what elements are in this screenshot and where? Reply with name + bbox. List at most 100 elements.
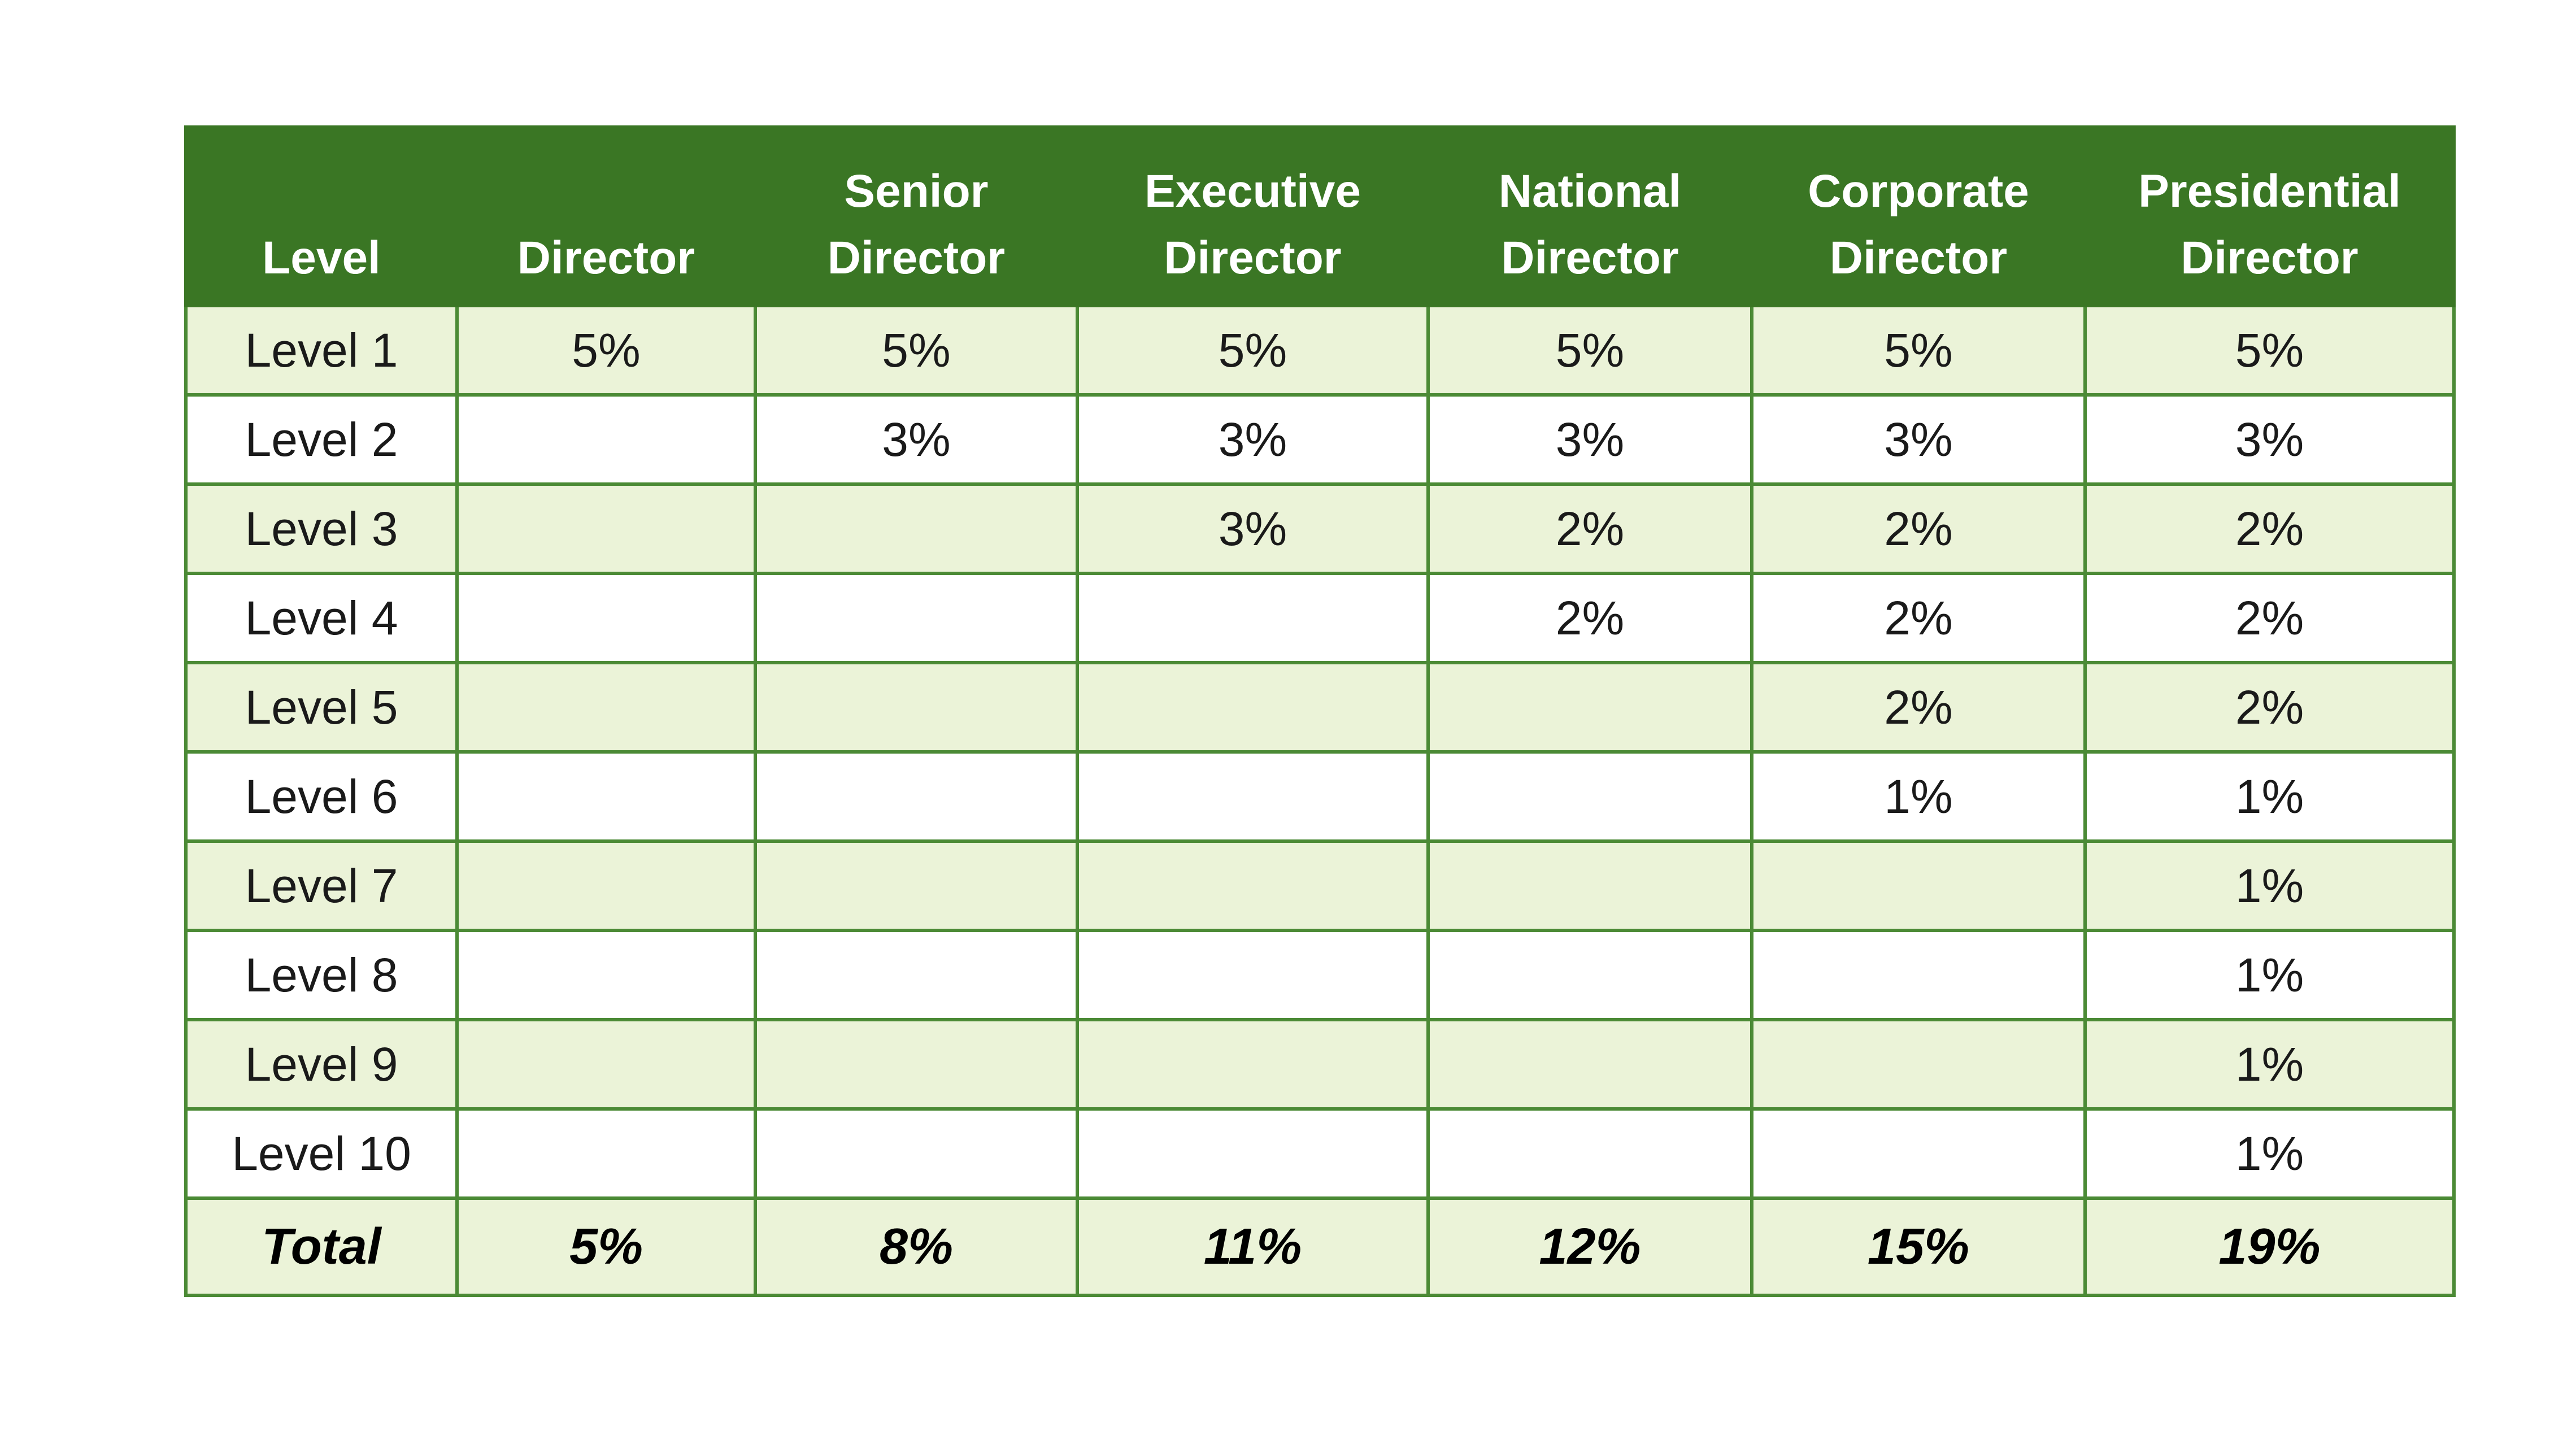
table-cell: 5% <box>455 304 757 397</box>
table-cell <box>754 1107 1079 1200</box>
table-cell <box>455 661 757 754</box>
table-cell: 5% <box>1076 304 1430 397</box>
row-label-cell: Level 7 <box>184 839 459 932</box>
total-cell: 5% <box>455 1196 757 1297</box>
table-cell: 5% <box>1426 304 1753 397</box>
total-cell: 19% <box>2083 1196 2456 1297</box>
table-cell <box>1076 1018 1430 1111</box>
table-cell: 2% <box>2083 482 2456 575</box>
row-label-cell: Level 3 <box>184 482 459 575</box>
total-label-cell: Total <box>184 1196 459 1297</box>
table-row-level-5: Level 5 2% 2% <box>184 661 2456 754</box>
header-line: Executive <box>1145 166 1361 217</box>
table-cell: 1% <box>1750 750 2087 843</box>
table-cell <box>1750 1018 2087 1111</box>
total-cell: 15% <box>1750 1196 2087 1297</box>
table-cell <box>1076 572 1430 664</box>
table-cell <box>455 572 757 664</box>
table-row-level-2: Level 2 3% 3% 3% 3% 3% <box>184 393 2456 486</box>
table-cell <box>455 482 757 575</box>
table-cell <box>1426 1018 1753 1111</box>
table-cell: 1% <box>2083 1107 2456 1200</box>
column-header-level: Level <box>184 125 459 307</box>
table-cell: 3% <box>1076 482 1430 575</box>
table-row-level-7: Level 7 1% <box>184 839 2456 932</box>
table-cell <box>754 661 1079 754</box>
table-cell: 3% <box>2083 393 2456 486</box>
table-cell <box>1750 839 2087 932</box>
table-cell <box>1076 661 1430 754</box>
row-label-cell: Level 10 <box>184 1107 459 1200</box>
header-line: Director <box>827 232 1006 284</box>
table-row-level-3: Level 3 3% 2% 2% 2% <box>184 482 2456 575</box>
table-cell <box>455 839 757 932</box>
table-cell <box>1426 1107 1753 1200</box>
table-row-level-10: Level 10 1% <box>184 1107 2456 1200</box>
table-cell <box>1076 750 1430 843</box>
table-cell <box>754 839 1079 932</box>
table-cell: 2% <box>1426 572 1753 664</box>
table-row-level-9: Level 9 1% <box>184 1018 2456 1111</box>
row-label-cell: Level 4 <box>184 572 459 664</box>
table-cell <box>455 1018 757 1111</box>
table-row-level-1: Level 1 5% 5% 5% 5% 5% 5% <box>184 304 2456 397</box>
table-cell <box>754 482 1079 575</box>
table-cell <box>1426 750 1753 843</box>
column-header-corporate-director: Corporate Director <box>1750 125 2087 307</box>
header-row: Level Director Senior Director Executive… <box>184 125 2456 307</box>
table-cell: 5% <box>1750 304 2087 397</box>
total-cell: 12% <box>1426 1196 1753 1297</box>
header-line: Director <box>1829 232 2008 284</box>
column-header-national-director: National Director <box>1426 125 1753 307</box>
header-line: Director <box>1164 232 1342 284</box>
total-cell: 11% <box>1076 1196 1430 1297</box>
table-cell <box>754 1018 1079 1111</box>
table-cell: 2% <box>2083 572 2456 664</box>
table-cell: 2% <box>1426 482 1753 575</box>
table-cell: 5% <box>2083 304 2456 397</box>
column-header-senior-director: Senior Director <box>754 125 1079 307</box>
table-cell: 1% <box>2083 1018 2456 1111</box>
row-label-cell: Level 8 <box>184 929 459 1021</box>
table-cell: 3% <box>1076 393 1430 486</box>
table-cell: 2% <box>1750 482 2087 575</box>
table-cell <box>754 750 1079 843</box>
header-line: National <box>1498 166 1682 217</box>
column-header-director: Director <box>455 125 757 307</box>
row-label-cell: Level 2 <box>184 393 459 486</box>
table-cell <box>1426 661 1753 754</box>
table-cell: 2% <box>1750 572 2087 664</box>
table-row-total: Total 5% 8% 11% 12% 15% 19% <box>184 1196 2456 1297</box>
header-line: Level <box>262 232 381 284</box>
table-cell <box>1750 1107 2087 1200</box>
table-cell <box>1426 929 1753 1021</box>
table-cell: 1% <box>2083 929 2456 1021</box>
total-cell: 8% <box>754 1196 1079 1297</box>
header-line: Director <box>517 232 695 284</box>
table-cell <box>455 929 757 1021</box>
table-row-level-8: Level 8 1% <box>184 929 2456 1021</box>
table-cell: 3% <box>1426 393 1753 486</box>
table-cell: 2% <box>1750 661 2087 754</box>
table-header: Level Director Senior Director Executive… <box>184 125 2456 307</box>
table-cell: 1% <box>2083 750 2456 843</box>
row-label-cell: Level 1 <box>184 304 459 397</box>
table-body: Level 1 5% 5% 5% 5% 5% 5% Level 2 3% 3% … <box>184 304 2456 1297</box>
table-row-level-6: Level 6 1% 1% <box>184 750 2456 843</box>
table-cell: 1% <box>2083 839 2456 932</box>
table-cell: 3% <box>754 393 1079 486</box>
header-line: Director <box>1501 232 1679 284</box>
column-header-executive-director: Executive Director <box>1076 125 1430 307</box>
commission-level-table: Level Director Senior Director Executive… <box>184 125 2456 1297</box>
table-cell <box>455 393 757 486</box>
table-cell <box>455 1107 757 1200</box>
table-cell <box>1076 929 1430 1021</box>
commission-table-container: Level Director Senior Director Executive… <box>184 125 2456 1297</box>
table-cell <box>754 929 1079 1021</box>
header-line: Presidential <box>2138 166 2401 217</box>
table-cell <box>1426 839 1753 932</box>
table-cell <box>1076 1107 1430 1200</box>
header-line: Senior <box>844 166 989 217</box>
header-line: Corporate <box>1808 166 2029 217</box>
table-row-level-4: Level 4 2% 2% 2% <box>184 572 2456 664</box>
